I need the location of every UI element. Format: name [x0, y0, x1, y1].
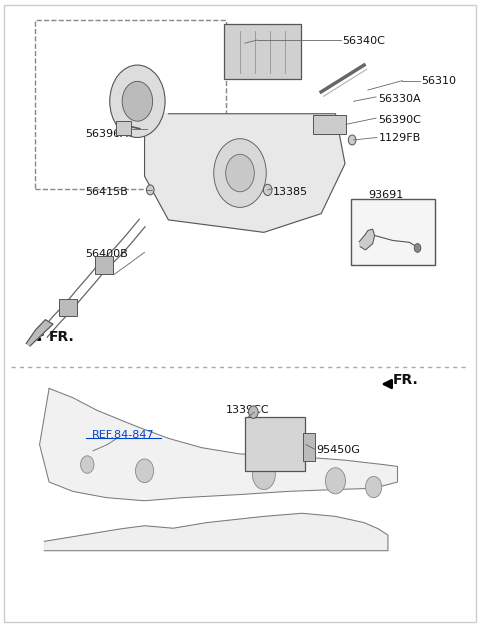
Polygon shape [26, 320, 53, 346]
Text: FR.: FR. [49, 330, 75, 344]
Circle shape [226, 154, 254, 192]
FancyBboxPatch shape [224, 24, 301, 80]
Circle shape [81, 456, 94, 473]
Text: 1339CC: 1339CC [225, 405, 269, 415]
Text: 1129FB: 1129FB [378, 133, 420, 143]
Circle shape [348, 135, 356, 145]
Text: 56310: 56310 [421, 76, 456, 87]
Text: 56330A: 56330A [378, 94, 421, 103]
FancyBboxPatch shape [351, 199, 435, 265]
Text: 95450G: 95450G [316, 445, 360, 455]
FancyBboxPatch shape [95, 256, 113, 273]
Text: 56415B: 56415B [85, 187, 128, 197]
Circle shape [325, 468, 346, 494]
Text: 13385: 13385 [273, 187, 308, 197]
FancyBboxPatch shape [302, 433, 315, 461]
Circle shape [214, 139, 266, 208]
Polygon shape [144, 113, 345, 233]
FancyBboxPatch shape [313, 115, 346, 134]
Text: REF.84-847: REF.84-847 [92, 430, 155, 440]
Circle shape [414, 243, 421, 252]
Polygon shape [39, 388, 397, 501]
Circle shape [252, 460, 276, 490]
Text: FR.: FR. [393, 373, 419, 387]
FancyBboxPatch shape [245, 417, 305, 471]
Polygon shape [360, 229, 374, 250]
Text: 93691: 93691 [368, 190, 403, 200]
Circle shape [146, 185, 154, 195]
Polygon shape [44, 514, 388, 551]
FancyBboxPatch shape [59, 298, 77, 316]
Text: 56396A: 56396A [85, 129, 128, 139]
Circle shape [249, 406, 258, 418]
Circle shape [122, 82, 153, 121]
Circle shape [365, 477, 382, 498]
Text: 56390C: 56390C [378, 115, 421, 125]
Circle shape [135, 459, 154, 483]
Text: 56400B: 56400B [85, 249, 128, 259]
Circle shape [264, 184, 272, 196]
Text: 56340C: 56340C [343, 36, 385, 46]
Circle shape [110, 65, 165, 137]
FancyBboxPatch shape [116, 121, 131, 135]
